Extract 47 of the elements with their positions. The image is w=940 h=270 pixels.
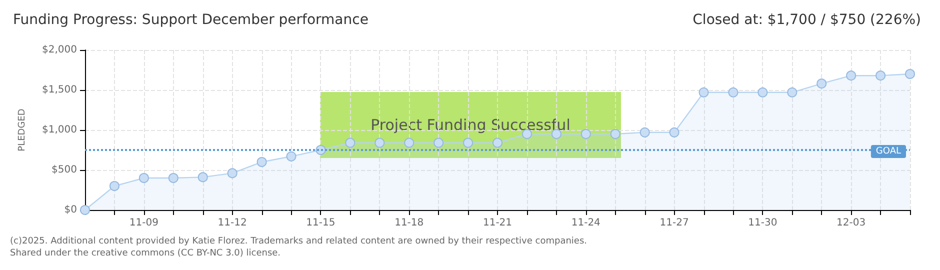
point — [610, 129, 620, 139]
point — [198, 172, 208, 182]
point — [374, 138, 385, 148]
point — [728, 87, 738, 98]
y-axis-title: PLEDGED — [18, 108, 28, 152]
text: Shared under the creative commons (CC BY-NC 3.0) license. — [10, 248, 281, 258]
point — [227, 168, 238, 178]
x-tick-label: 11-24 — [571, 218, 600, 228]
point — [256, 157, 267, 167]
text: (c)2025. Additional content provided by Katie Florez. Trademarks and related content are owned by their respective companies. — [10, 236, 588, 246]
point — [876, 70, 886, 81]
x-tick-label: 11-21 — [482, 218, 512, 228]
point — [404, 138, 414, 148]
point — [669, 127, 680, 138]
y-tick-label: $1,500 — [42, 84, 77, 96]
point — [286, 151, 296, 162]
y-tick-label: $1,000 — [42, 124, 77, 136]
y-tick-label: $500 — [52, 164, 77, 176]
point — [787, 87, 798, 98]
point — [816, 78, 827, 89]
point — [434, 138, 444, 148]
annotation: Project Funding Successful — [370, 116, 570, 134]
x-tick-label: 12-03 — [836, 218, 866, 228]
y-tick-label: $0 — [64, 204, 77, 216]
chart-title: Funding Progress: Support December performance — [13, 12, 368, 28]
x-tick-label: 11-12 — [218, 218, 247, 228]
chart-subtitle: Closed at: $1,700 / $750 (226%) — [692, 12, 922, 28]
point — [580, 129, 591, 139]
x-tick-label: 11-27 — [660, 218, 689, 228]
ref-line-label: GOAL — [876, 146, 901, 156]
x-tick-label: 11-09 — [129, 218, 158, 228]
point — [492, 138, 502, 148]
point — [640, 127, 650, 138]
point — [698, 87, 709, 98]
point — [846, 70, 856, 81]
x-tick-label: 11-15 — [306, 218, 336, 228]
point — [463, 138, 474, 148]
point — [758, 87, 768, 98]
point — [109, 181, 120, 191]
point — [168, 173, 178, 183]
point — [345, 138, 356, 148]
y-tick-label: $2,000 — [42, 44, 77, 56]
x-tick-label: 11-30 — [748, 218, 778, 228]
point — [138, 173, 149, 183]
banner-panel: Project Funding Successful — [320, 92, 621, 158]
point — [905, 69, 915, 79]
x-tick-label: 11-18 — [394, 218, 424, 228]
